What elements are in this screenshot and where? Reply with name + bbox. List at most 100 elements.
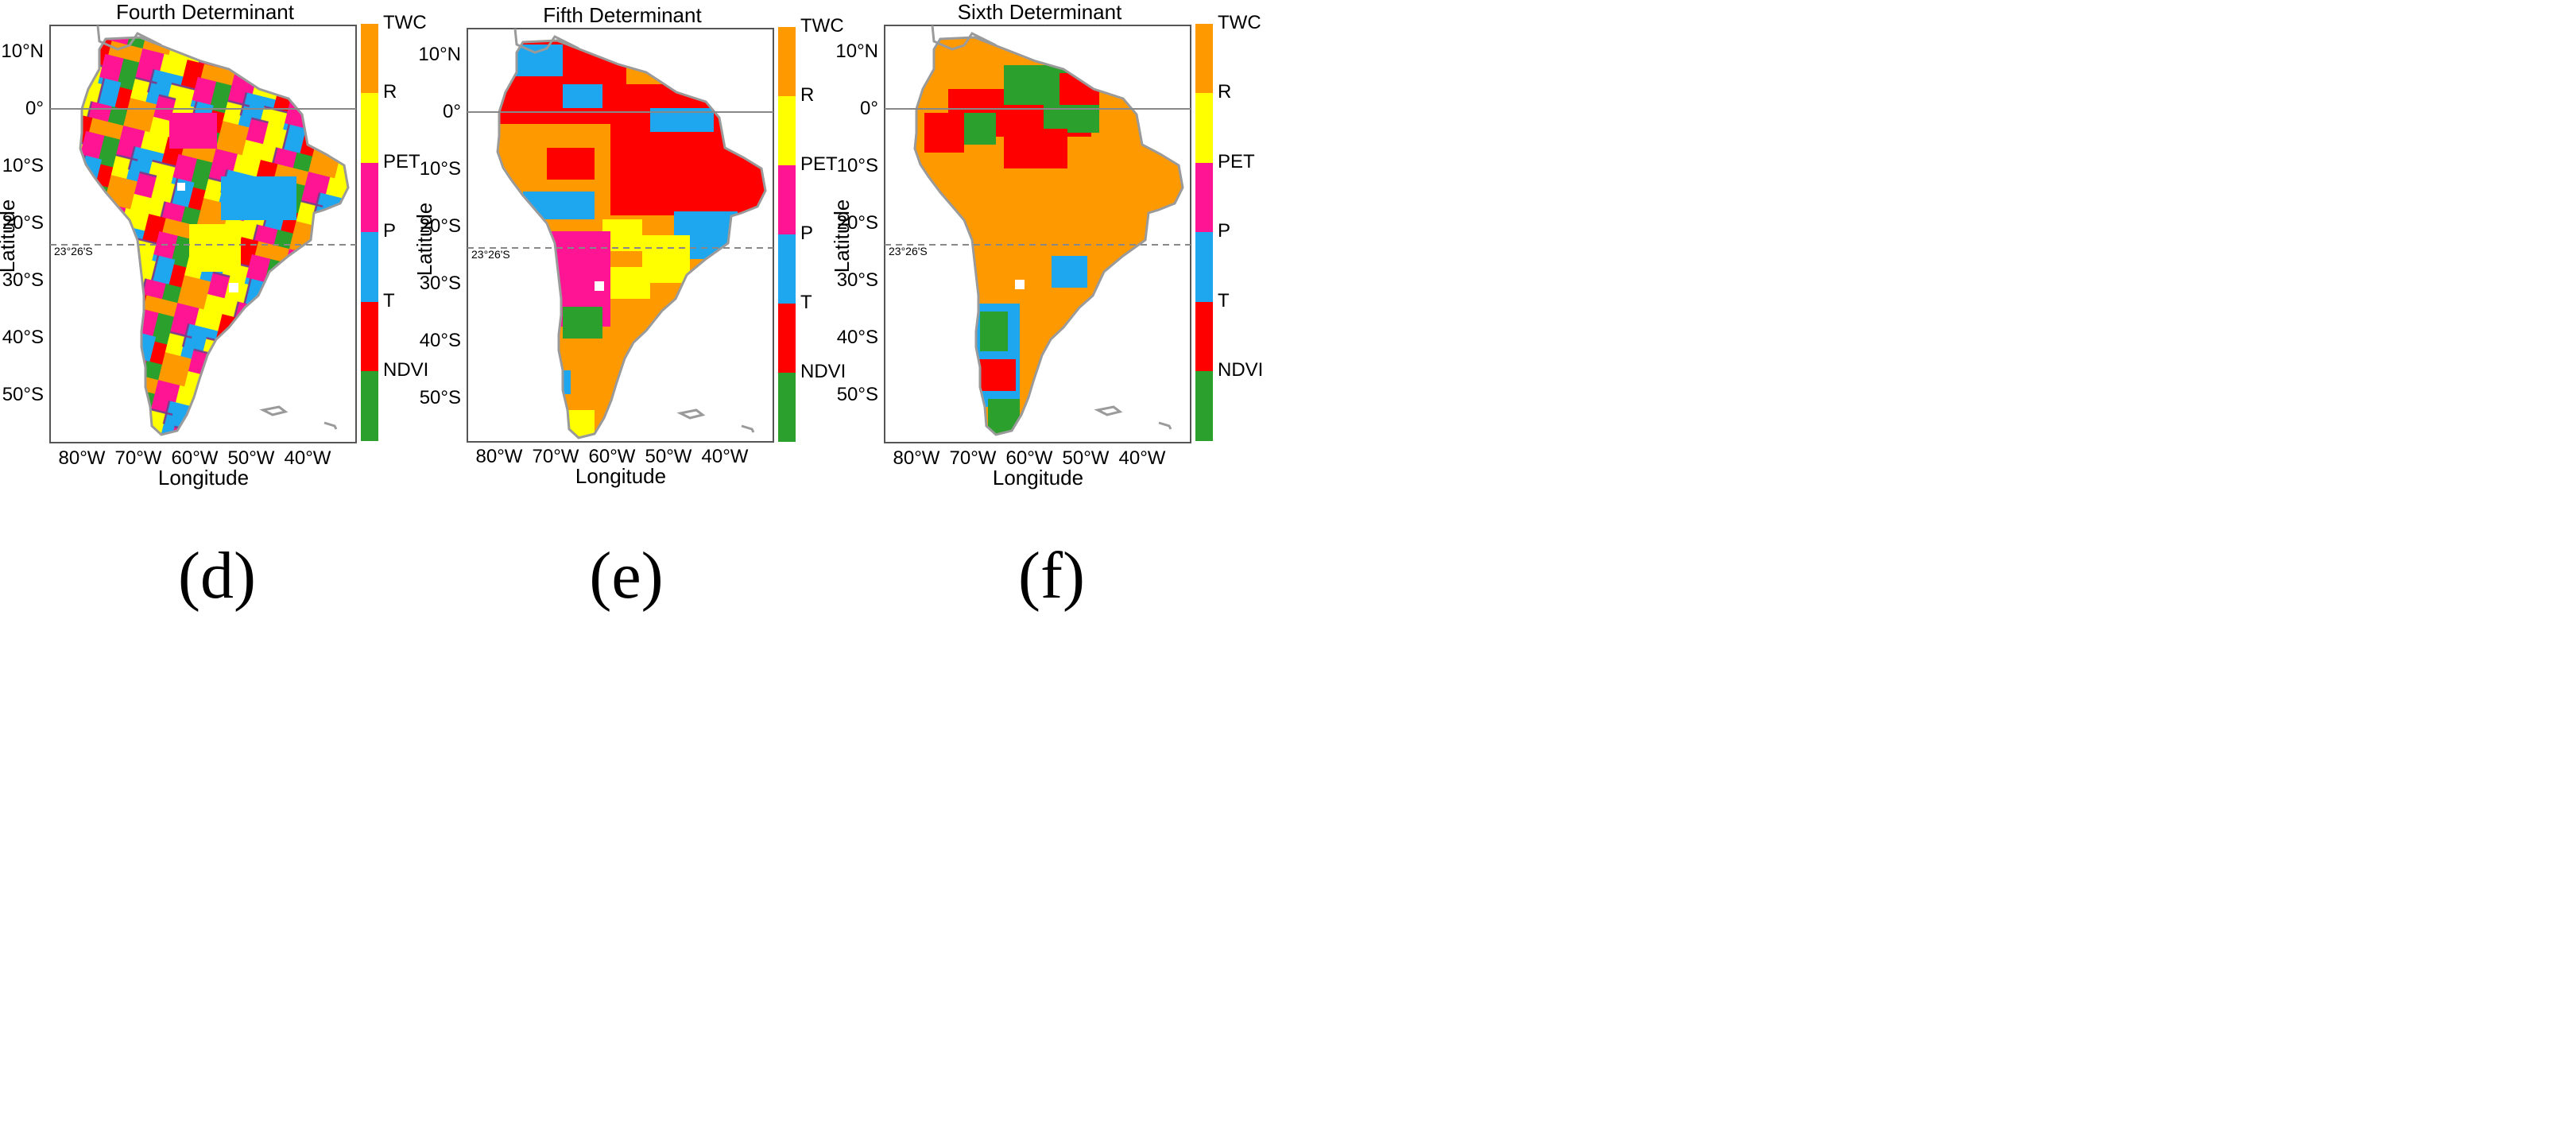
y-tick-label: 10°S [837, 155, 878, 176]
y-axis: 10°N 0° 10°S 20°S 30°S 40°S 50°S [1, 41, 44, 405]
y-tick-label: 50°S [2, 384, 44, 405]
colorbar-twc [778, 27, 796, 96]
y-tick-label: 10°N [1, 41, 44, 62]
panel-d-title: Fourth Determinant [116, 0, 295, 24]
colorbar-ndvi [778, 373, 796, 442]
x-tick-label: 40°W [702, 446, 749, 467]
colorbar-twc [361, 24, 378, 93]
panel-f-title: Sixth Determinant [958, 0, 1122, 24]
panel-f: Sixth Determinant 23°26'S [830, 0, 1263, 613]
colorbar-label: TWC [383, 12, 427, 33]
colorbar-label: P [800, 223, 813, 244]
y-tick-label: 40°S [420, 330, 461, 351]
colorbar-label: PET [383, 151, 420, 172]
x-tick-label: 70°W [533, 446, 579, 467]
tropic-label: 23°26'S [889, 245, 928, 257]
colorbar-pet [361, 163, 378, 232]
y-tick-label: 40°S [2, 327, 44, 348]
x-tick-label: 50°W [228, 447, 275, 469]
x-tick-label: 50°W [645, 446, 692, 467]
y-tick-label: 20°S [420, 215, 461, 237]
colorbar-p [778, 234, 796, 304]
colorbar: TWC R PET P T NDVI [361, 12, 428, 441]
colorbar-ndvi [361, 371, 378, 441]
x-tick-label: 80°W [893, 447, 940, 469]
colorbar-label: R [1218, 81, 1231, 103]
colorbar-label: T [800, 292, 812, 313]
y-tick-label: 10°S [2, 155, 44, 176]
panel-letter: (e) [589, 539, 663, 613]
panel-letter: (d) [178, 539, 256, 613]
x-axis-label: Longitude [158, 466, 249, 490]
colorbar-label: R [800, 84, 814, 106]
y-tick-label: 10°S [420, 158, 461, 180]
x-tick-label: 70°W [950, 447, 997, 469]
y-tick-label: 20°S [837, 212, 878, 234]
x-tick-label: 50°W [1063, 447, 1110, 469]
colorbar-label: P [383, 220, 396, 242]
y-tick-label: 30°S [837, 269, 878, 291]
colorbar-t [361, 302, 378, 371]
x-tick-label: 60°W [589, 446, 636, 467]
y-axis: 10°N 0° 10°S 20°S 30°S 40°S 50°S [835, 41, 878, 405]
colorbar-label: R [383, 81, 397, 103]
panel-d: Fourth Determinant 23°26'S 10°N 0° 10°S … [0, 0, 428, 613]
colorbar-label: P [1218, 220, 1230, 242]
x-tick-label: 40°W [285, 447, 331, 469]
colorbar-label: NDVI [800, 361, 846, 382]
colorbar-p [1195, 232, 1213, 302]
colorbar-r [778, 96, 796, 165]
panel-e-title: Fifth Determinant [543, 3, 702, 27]
y-axis-label: Latitude [413, 203, 436, 277]
colorbar-p [361, 232, 378, 302]
y-tick-label: 20°S [2, 212, 44, 234]
x-axis: 80°W 70°W 60°W 50°W 40°W [476, 446, 749, 467]
colorbar-label: NDVI [383, 359, 428, 381]
colorbar-label: PET [1218, 151, 1255, 172]
y-tick-label: 10°N [418, 44, 461, 65]
colorbar-label: NDVI [1218, 359, 1263, 381]
y-tick-label: 30°S [420, 273, 461, 294]
colorbar-pet [778, 165, 796, 234]
x-axis: 80°W 70°W 60°W 50°W 40°W [59, 447, 331, 469]
x-tick-label: 80°W [59, 447, 106, 469]
y-axis: 10°N 0° 10°S 20°S 30°S 40°S 50°S [418, 44, 461, 408]
colorbar-label: TWC [800, 15, 844, 37]
colorbar-r [361, 93, 378, 163]
x-tick-label: 80°W [476, 446, 523, 467]
colorbar-label: T [1218, 290, 1230, 312]
y-tick-label: 0° [25, 98, 44, 119]
y-tick-label: 10°N [835, 41, 878, 62]
panel-letter: (f) [1018, 539, 1085, 613]
x-axis: 80°W 70°W 60°W 50°W 40°W [893, 447, 1166, 469]
x-axis-label: Longitude [575, 464, 666, 488]
x-tick-label: 40°W [1119, 447, 1166, 469]
x-tick-label: 70°W [115, 447, 162, 469]
large-p-region [221, 176, 296, 220]
panel-e: Fifth Determinant [413, 3, 846, 613]
y-tick-label: 40°S [837, 327, 878, 348]
colorbar: TWC R PET P T NDVI [778, 15, 846, 442]
y-tick-label: 0° [860, 98, 878, 119]
colorbar: TWC R PET P T NDVI [1195, 12, 1263, 441]
colorbar-ndvi [1195, 371, 1213, 441]
y-axis-label: Latitude [830, 199, 854, 273]
colorbar-label: PET [800, 153, 838, 175]
colorbar-label: TWC [1218, 12, 1261, 33]
y-tick-label: 0° [443, 101, 461, 122]
colorbar-r [1195, 93, 1213, 163]
colorbar-t [1195, 302, 1213, 371]
colorbar-label: T [383, 290, 395, 312]
y-tick-label: 30°S [2, 269, 44, 291]
x-tick-label: 60°W [172, 447, 219, 469]
tropic-label: 23°26'S [54, 245, 93, 257]
x-axis-label: Longitude [993, 466, 1083, 490]
coastlines: 23°26'S [885, 25, 1191, 436]
x-tick-label: 60°W [1006, 447, 1053, 469]
coastlines: 23°26'S [50, 25, 356, 436]
colorbar-pet [1195, 163, 1213, 232]
y-tick-label: 50°S [420, 387, 461, 408]
colorbar-t [778, 304, 796, 373]
colorbar-twc [1195, 24, 1213, 93]
